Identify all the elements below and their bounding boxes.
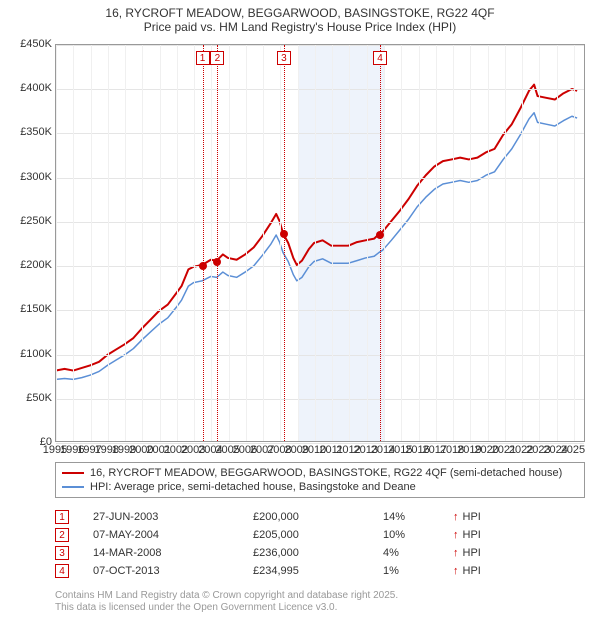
chart-title-address: 16, RYCROFT MEADOW, BEGGARWOOD, BASINGST… — [10, 6, 590, 20]
gridline-vertical — [488, 45, 489, 441]
gridline-vertical — [73, 45, 74, 441]
y-axis-tick-label: £400K — [20, 82, 52, 94]
legend-swatch — [62, 472, 84, 474]
gridline-vertical — [522, 45, 523, 441]
legend-label: HPI: Average price, semi-detached house,… — [90, 481, 416, 493]
sales-price: £234,995 — [253, 565, 383, 577]
gridline-vertical — [436, 45, 437, 441]
legend-row: HPI: Average price, semi-detached house,… — [62, 480, 578, 494]
sales-date: 14-MAR-2008 — [93, 547, 253, 559]
sales-hpi-label: HPI — [463, 547, 481, 559]
event-vertical-line — [217, 45, 218, 441]
sales-hpi-label: HPI — [463, 529, 481, 541]
gridline-vertical — [557, 45, 558, 441]
y-axis-tick-label: £200K — [20, 259, 52, 271]
chart-title-block: 16, RYCROFT MEADOW, BEGGARWOOD, BASINGST… — [0, 0, 600, 36]
footer-line-1: Contains HM Land Registry data © Crown c… — [55, 590, 585, 602]
gridline-vertical — [419, 45, 420, 441]
sales-pct: 1% — [383, 565, 453, 577]
sales-index-box: 1 — [55, 510, 69, 524]
sales-row: 2 07-MAY-2004£205,00010%↑ HPI — [55, 526, 585, 544]
y-axis-tick-label: £300K — [20, 171, 52, 183]
x-axis-tick-label: 2025 — [561, 444, 585, 456]
gridline-vertical — [91, 45, 92, 441]
gridline-vertical — [332, 45, 333, 441]
arrow-up-icon: ↑ — [453, 547, 459, 559]
y-axis-tick-label: £50K — [26, 392, 52, 404]
event-marker-box: 4 — [373, 51, 387, 65]
sales-price: £200,000 — [253, 511, 383, 523]
page-container: 16, RYCROFT MEADOW, BEGGARWOOD, BASINGST… — [0, 0, 600, 620]
event-vertical-line — [380, 45, 381, 441]
legend-row: 16, RYCROFT MEADOW, BEGGARWOOD, BASINGST… — [62, 466, 578, 480]
sales-index-box: 4 — [55, 564, 69, 578]
arrow-up-icon: ↑ — [453, 529, 459, 541]
gridline-vertical — [280, 45, 281, 441]
gridline-vertical — [505, 45, 506, 441]
event-vertical-line — [284, 45, 285, 441]
sales-pct: 10% — [383, 529, 453, 541]
event-marker-box: 2 — [210, 51, 224, 65]
legend-swatch — [62, 486, 84, 488]
gridline-vertical — [384, 45, 385, 441]
event-marker-box: 3 — [277, 51, 291, 65]
event-marker-box: 1 — [196, 51, 210, 65]
arrow-up-icon: ↑ — [453, 511, 459, 523]
gridline-vertical — [470, 45, 471, 441]
gridline-vertical — [401, 45, 402, 441]
gridline-vertical — [211, 45, 212, 441]
sales-hpi-label: HPI — [463, 511, 481, 523]
event-vertical-line — [203, 45, 204, 441]
chart-legend: 16, RYCROFT MEADOW, BEGGARWOOD, BASINGST… — [55, 462, 585, 498]
gridline-vertical — [315, 45, 316, 441]
gridline-vertical — [298, 45, 299, 441]
sales-date: 07-MAY-2004 — [93, 529, 253, 541]
sales-price: £236,000 — [253, 547, 383, 559]
series-line-property — [56, 85, 577, 371]
arrow-up-icon: ↑ — [453, 565, 459, 577]
y-axis-tick-label: £100K — [20, 348, 52, 360]
footer-line-2: This data is licensed under the Open Gov… — [55, 602, 585, 614]
event-dot — [280, 230, 288, 238]
gridline-vertical — [539, 45, 540, 441]
gridline-vertical — [160, 45, 161, 441]
gridline-vertical — [108, 45, 109, 441]
event-dot — [376, 231, 384, 239]
event-dot — [213, 258, 221, 266]
chart-footer: Contains HM Land Registry data © Crown c… — [55, 590, 585, 614]
sales-table: 127-JUN-2003£200,00014%↑HPI207-MAY-2004£… — [55, 508, 585, 580]
gridline-vertical — [142, 45, 143, 441]
sales-index-box: 3 — [55, 546, 69, 560]
sales-row: 3 14-MAR-2008£236,0004%↑ HPI — [55, 544, 585, 562]
y-axis-tick-label: £250K — [20, 215, 52, 227]
y-axis-tick-label: £350K — [20, 126, 52, 138]
chart-plot-area: 12 3 4 — [55, 44, 585, 442]
gridline-vertical — [177, 45, 178, 441]
series-line-hpi — [56, 113, 577, 380]
gridline-vertical — [349, 45, 350, 441]
y-axis-tick-label: £150K — [20, 303, 52, 315]
y-axis-tick-label: £450K — [20, 38, 52, 50]
sales-pct: 14% — [383, 511, 453, 523]
gridline-vertical — [574, 45, 575, 441]
gridline-vertical — [125, 45, 126, 441]
gridline-vertical — [367, 45, 368, 441]
gridline-vertical — [263, 45, 264, 441]
sales-row: 1 27-JUN-2003£200,00014%↑ HPI — [55, 508, 585, 526]
gridline-vertical — [229, 45, 230, 441]
legend-label: 16, RYCROFT MEADOW, BEGGARWOOD, BASINGST… — [90, 467, 562, 479]
gridline-vertical — [194, 45, 195, 441]
sales-date: 07-OCT-2013 — [93, 565, 253, 577]
event-dot — [199, 262, 207, 270]
gridline-vertical — [56, 45, 57, 441]
sales-hpi-label: HPI — [463, 565, 481, 577]
sales-price: £205,000 — [253, 529, 383, 541]
gridline-vertical — [246, 45, 247, 441]
sales-pct: 4% — [383, 547, 453, 559]
sales-date: 27-JUN-2003 — [93, 511, 253, 523]
sales-index-box: 2 — [55, 528, 69, 542]
gridline-vertical — [453, 45, 454, 441]
sales-row: 4 07-OCT-2013£234,9951%↑ HPI — [55, 562, 585, 580]
chart-title-subtitle: Price paid vs. HM Land Registry's House … — [10, 20, 590, 34]
